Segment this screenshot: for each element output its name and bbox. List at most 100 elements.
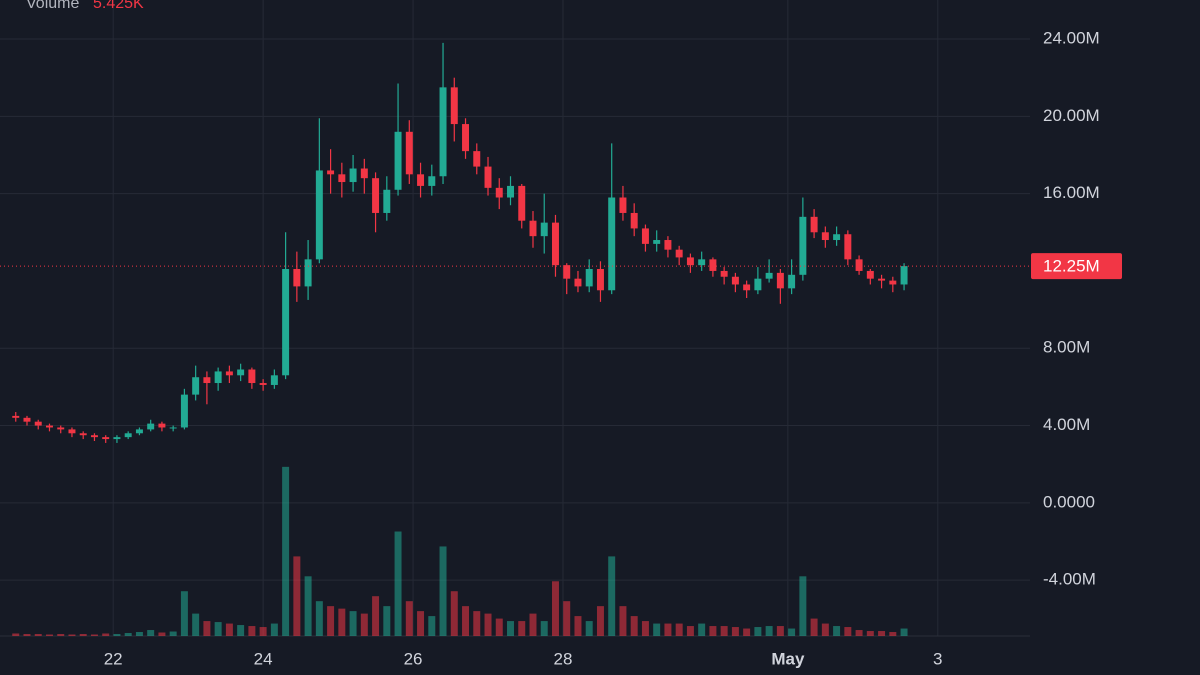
candle-body (608, 197, 616, 291)
volume-bar (169, 631, 177, 636)
volume-bar (698, 623, 706, 636)
volume-bar (180, 591, 188, 636)
volume-bar (34, 634, 42, 636)
candle-body (304, 259, 312, 287)
y-tick-label: 8.00M (1043, 338, 1090, 357)
candle-body (394, 131, 402, 190)
volume-bar (799, 576, 807, 636)
candle-body (383, 189, 391, 213)
volume-bar (563, 601, 571, 636)
volume-bar (282, 466, 290, 636)
volume-bar (743, 628, 751, 636)
candle-body (102, 437, 110, 440)
volume-bar (428, 616, 436, 636)
x-tick-label: 26 (404, 649, 423, 668)
candle-body (518, 185, 526, 221)
candle-body (259, 383, 267, 385)
volume-bar (664, 623, 672, 636)
volume-bar (844, 627, 852, 636)
volume-bar (529, 613, 537, 636)
volume-bar (203, 621, 211, 636)
candle-body (79, 433, 87, 436)
volume-bar (270, 623, 278, 636)
volume-bar (102, 633, 110, 636)
candle-body (878, 278, 886, 281)
x-tick-label: 28 (554, 649, 573, 668)
volume-bar (327, 606, 335, 636)
candle-body (833, 234, 841, 241)
candle-body (338, 174, 346, 183)
candle-body (23, 417, 31, 422)
candle-body (810, 216, 818, 233)
candle-body (327, 170, 335, 175)
candle-body (596, 269, 604, 291)
candle-body (686, 257, 694, 266)
candle-body (417, 174, 425, 186)
volume-bar (405, 601, 413, 636)
volume-bar (810, 618, 818, 636)
candle-body (799, 216, 807, 275)
candle-body (180, 394, 188, 428)
candle-body (90, 435, 98, 438)
volume-bar (675, 623, 683, 636)
volume-bar (12, 633, 20, 636)
volume-bar (68, 634, 76, 636)
candle-body (563, 265, 571, 279)
volume-bar (596, 606, 604, 636)
candle-body (788, 274, 796, 289)
volume-bar (900, 628, 908, 636)
candle-body (675, 249, 683, 258)
candle-body (315, 170, 323, 260)
candle-body (619, 197, 627, 213)
volume-bar (147, 630, 155, 636)
candle-body (743, 284, 751, 291)
last-price-box (1031, 253, 1122, 280)
candle-body (731, 276, 739, 285)
candle-body (282, 269, 290, 376)
candle-body (68, 429, 76, 434)
candle-body (709, 259, 717, 271)
volume-bar (619, 606, 627, 636)
volume-bar (113, 634, 121, 636)
volume-bar (788, 628, 796, 636)
candle-body (698, 259, 706, 266)
volume-bar (360, 613, 368, 636)
volume-bar (439, 546, 447, 636)
candle-body (428, 176, 436, 186)
candle-body (34, 421, 42, 426)
volume-bar (57, 634, 65, 636)
volume-bar (338, 608, 346, 636)
candle-body (720, 270, 728, 277)
volume-bar (653, 623, 661, 636)
volume-bar (315, 601, 323, 636)
candle-body (551, 222, 559, 266)
candle-body (147, 423, 155, 430)
volume-bar (23, 634, 31, 636)
volume-bar (349, 611, 357, 636)
volume-bar (709, 626, 717, 636)
last-price-label: 12.25M (1043, 257, 1100, 276)
candle-body (372, 178, 380, 213)
volume-bar (214, 622, 222, 636)
candle-body (349, 168, 357, 183)
volume-bar (878, 631, 886, 636)
volume-bar (293, 556, 301, 636)
volume-bar (45, 634, 53, 636)
candle-body (765, 272, 773, 279)
candle-body (192, 377, 200, 395)
volume-bar (372, 596, 380, 636)
candle-body (776, 272, 784, 289)
x-tick-label: 22 (104, 649, 123, 668)
candle-body (203, 377, 211, 384)
volume-bar (192, 613, 200, 636)
volume-bar (135, 632, 143, 636)
y-tick-label: 24.00M (1043, 29, 1100, 48)
volume-bar (158, 632, 166, 636)
volume-bar (551, 581, 559, 636)
overlay-layer: 24.00M 20.00M 16.00M 8.00M 4.00M 0.0000 -4.00M… (0, 29, 1122, 668)
candle-body (641, 228, 649, 244)
candle-body (169, 427, 177, 429)
volume-bar (79, 634, 87, 636)
volume-layer (12, 466, 908, 636)
candle-body (405, 131, 413, 175)
